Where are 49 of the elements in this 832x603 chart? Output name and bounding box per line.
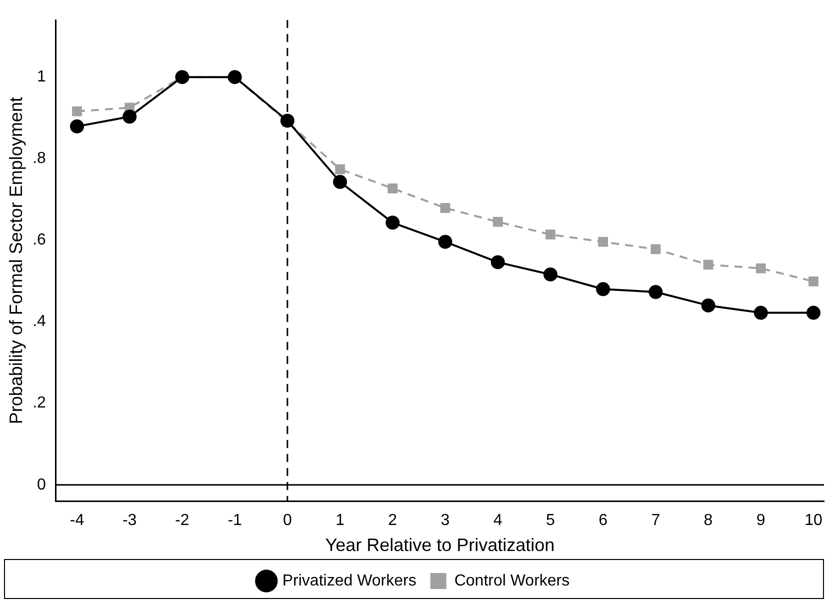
- point: [701, 298, 716, 312]
- y-tick-label: 0: [37, 476, 46, 494]
- x-tick-label: 2: [388, 512, 398, 530]
- point: [543, 267, 558, 282]
- legend-label: Control Workers: [454, 572, 570, 590]
- point: [122, 110, 137, 124]
- x-tick-label: 0: [282, 512, 292, 530]
- x-axis-title: Year Relative to Privatization: [325, 535, 555, 556]
- x-tick-label: 10: [804, 512, 822, 530]
- y-tick-label: .6: [32, 232, 46, 249]
- x-tick-label: 5: [546, 512, 555, 530]
- x-tick-label: 7: [651, 512, 660, 530]
- x-tick-label: 9: [756, 512, 766, 530]
- point: [280, 114, 294, 128]
- point: [335, 164, 345, 174]
- point: [545, 230, 556, 240]
- y-tick-label: 1: [37, 68, 46, 86]
- point: [703, 260, 714, 270]
- x-tick-label: -2: [175, 512, 190, 530]
- point: [490, 255, 505, 270]
- legend-label: Privatized Workers: [282, 572, 416, 590]
- point: [756, 263, 766, 274]
- y-tick-label: .4: [32, 313, 46, 330]
- y-tick-label: .2: [32, 394, 46, 412]
- point: [438, 234, 452, 249]
- point: [754, 306, 768, 320]
- y-tick-label: .8: [32, 150, 46, 168]
- x-tick-label: 1: [336, 512, 345, 530]
- point: [386, 216, 400, 230]
- point: [806, 306, 820, 320]
- y-axis-title: Probability of Formal Sector Employment: [6, 97, 26, 424]
- point: [598, 236, 608, 247]
- point: [650, 244, 661, 254]
- x-tick-label: 6: [598, 512, 608, 530]
- point: [648, 285, 663, 299]
- point: [333, 174, 348, 189]
- point: [388, 183, 398, 194]
- point: [596, 282, 610, 296]
- point: [72, 106, 82, 116]
- x-tick-label: 4: [493, 512, 502, 530]
- x-tick-label: -1: [228, 512, 242, 530]
- point: [808, 276, 818, 286]
- point: [492, 216, 503, 227]
- x-tick-label: -4: [70, 512, 84, 530]
- x-tick-label: -3: [122, 512, 137, 530]
- point: [70, 119, 84, 134]
- x-tick-label: 3: [440, 512, 450, 530]
- point: [440, 203, 450, 213]
- x-tick-label: 8: [704, 512, 713, 530]
